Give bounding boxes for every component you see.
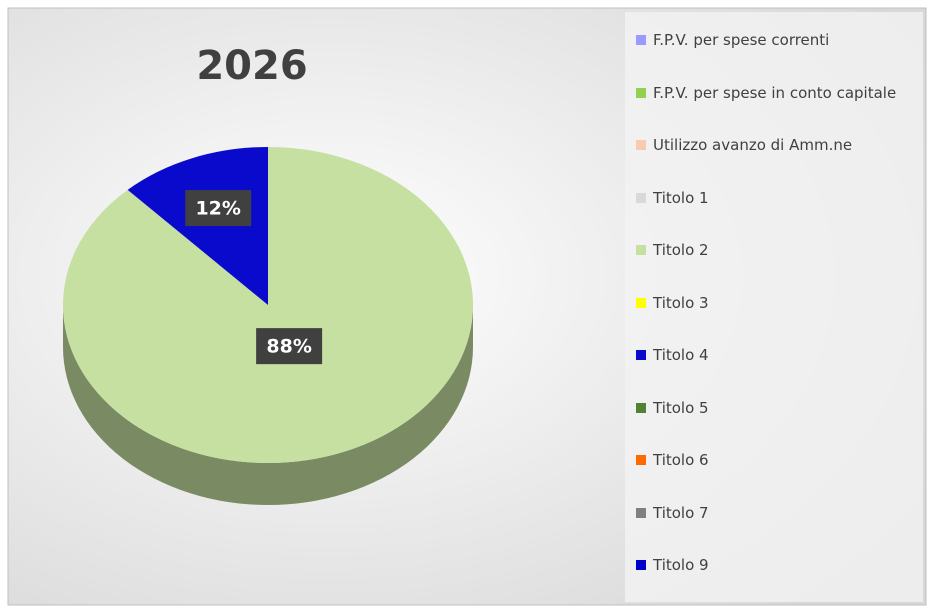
legend-label: Titolo 2 <box>653 241 709 259</box>
legend-label: Titolo 9 <box>653 556 709 574</box>
legend-swatch <box>636 560 646 570</box>
legend-swatch <box>636 455 646 465</box>
chart-title: 2026 <box>196 43 307 89</box>
data-label: 12% <box>195 198 240 220</box>
legend-swatch <box>636 245 646 255</box>
legend-swatch <box>636 297 646 308</box>
legend-item: Utilizzo avanzo di Amm.ne <box>636 132 903 159</box>
legend-item: Titolo 9 <box>636 552 903 579</box>
legend-label: Titolo 1 <box>653 188 709 207</box>
legend-item: Titolo 2 <box>636 237 903 264</box>
legend-swatch <box>636 507 646 518</box>
legend-item: Titolo 7 <box>636 500 903 527</box>
pie-side <box>63 305 473 505</box>
legend-label: Titolo 5 <box>653 398 709 417</box>
legend-swatch <box>636 35 646 45</box>
legend-item: Titolo 4 <box>636 342 903 369</box>
legend-label: Utilizzo avanzo di Amm.ne <box>653 136 853 154</box>
legend-item: Titolo 3 <box>636 290 903 317</box>
legend-label: F.P.V. per spese correnti <box>653 31 830 49</box>
legend-item: Titolo 5 <box>636 395 903 422</box>
data-label-box <box>256 328 323 365</box>
legend-box <box>625 12 923 602</box>
legend-item: F.P.V. per spese correnti <box>636 27 903 54</box>
legend-swatch <box>636 350 646 360</box>
data-label-box <box>185 190 252 227</box>
legend-swatch <box>636 402 646 413</box>
pie-slice <box>63 147 474 464</box>
data-label: 88% <box>266 336 311 358</box>
legend-item: Titolo 1 <box>636 185 903 212</box>
legend-item: F.P.V. per spese in conto capitale <box>636 80 903 107</box>
legend-item: Titolo 6 <box>636 447 903 474</box>
legend-label: Titolo 6 <box>653 451 709 469</box>
legend-swatch <box>636 140 646 150</box>
legend-label: F.P.V. per spese in conto capitale <box>653 83 897 102</box>
legend-swatch <box>636 192 646 203</box>
legend-label: Titolo 4 <box>653 346 709 364</box>
legend-label: Titolo 7 <box>653 503 709 522</box>
legend-swatch <box>636 87 646 98</box>
legend-label: Titolo 3 <box>653 293 709 312</box>
